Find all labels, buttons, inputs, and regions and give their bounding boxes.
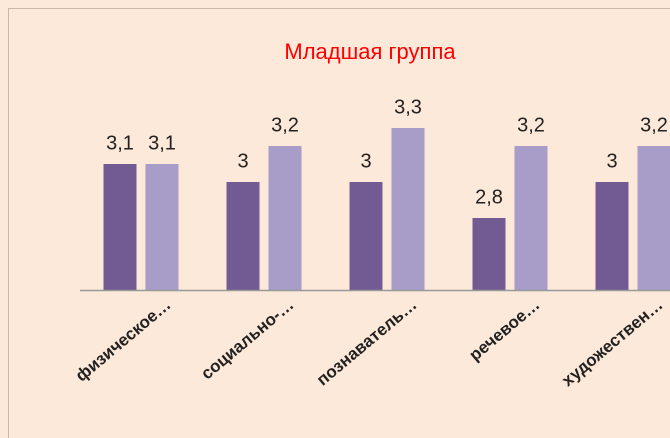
chart-title: Младшая группа (284, 39, 456, 64)
bar (637, 146, 670, 290)
bar (391, 128, 425, 290)
bar (472, 218, 506, 290)
data-label: 3 (360, 150, 371, 172)
data-label: 3 (237, 150, 248, 172)
data-label: 2,8 (475, 186, 503, 208)
bar (226, 182, 260, 290)
data-label: 3,2 (271, 114, 299, 136)
data-label: 3,2 (517, 114, 545, 136)
bar (514, 146, 548, 290)
chart-border (8, 8, 670, 438)
data-label: 3,2 (640, 114, 668, 136)
bar (103, 164, 137, 290)
data-label: 3,3 (394, 96, 422, 118)
bar (349, 182, 383, 290)
data-label: 3,1 (148, 132, 176, 154)
bar (145, 164, 179, 290)
data-label: 3,1 (106, 132, 134, 154)
bar (268, 146, 302, 290)
bar (595, 182, 629, 290)
data-label: 3 (606, 150, 617, 172)
